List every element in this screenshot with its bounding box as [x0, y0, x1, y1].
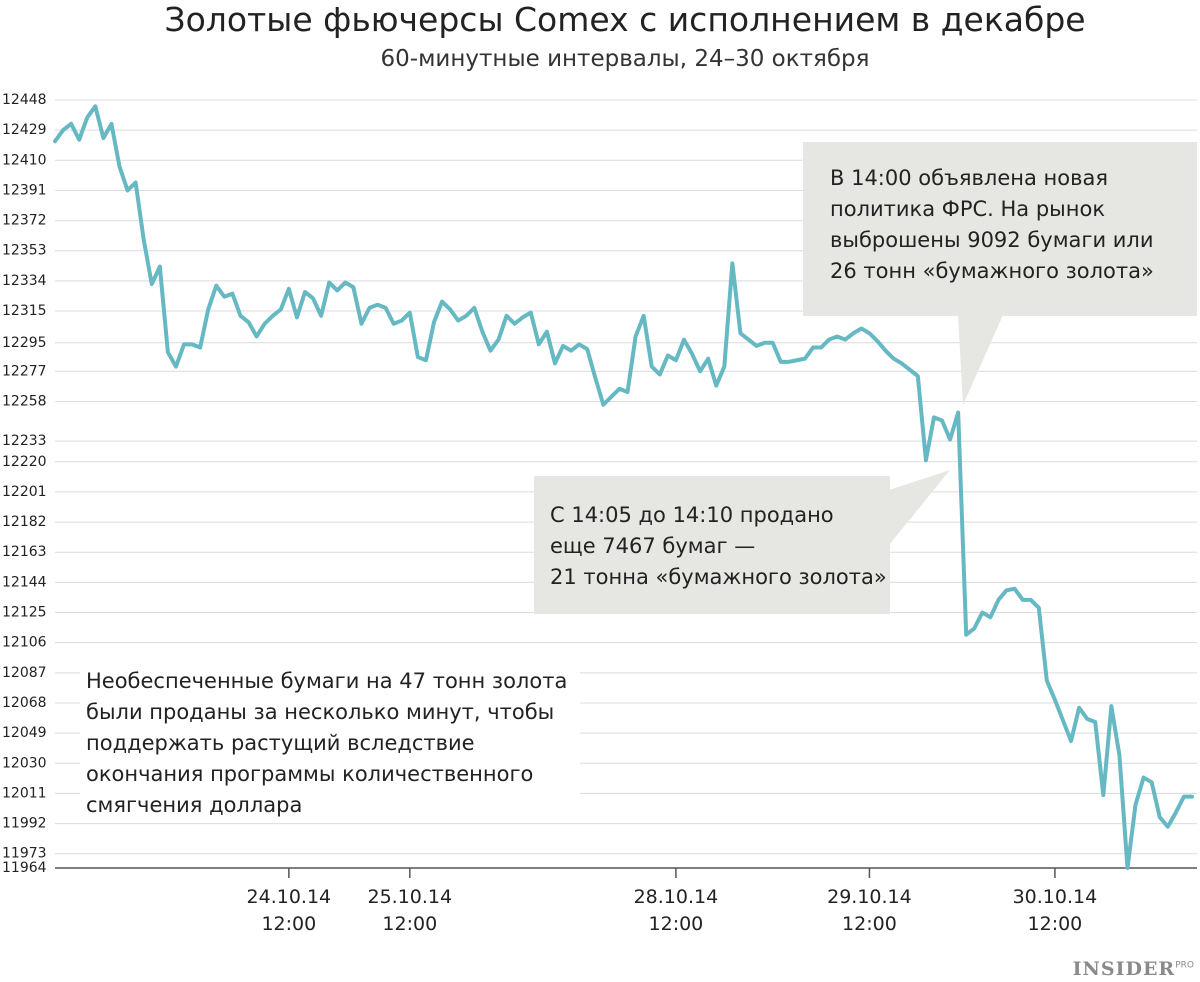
x-tick-label: 28.10.14 12:00 — [633, 886, 719, 935]
y-tick-label: 12448 — [2, 92, 47, 108]
y-tick-label: 11964 — [2, 860, 47, 876]
y-tick-label: 12315 — [2, 303, 47, 319]
x-tick-label: 24.10.14 12:00 — [246, 886, 332, 935]
annotation: С 14:05 до 14:10 продано еще 7467 бумаг … — [550, 503, 887, 589]
callout-pointer — [889, 470, 950, 545]
callout-pointer — [958, 315, 1003, 405]
y-tick-label: 12182 — [2, 514, 47, 530]
y-tick-label: 12233 — [2, 433, 47, 449]
y-tick-label: 12391 — [2, 182, 47, 198]
logo-text: INSIDER — [1072, 958, 1176, 980]
callout-box — [534, 476, 890, 614]
y-tick-label: 12087 — [2, 665, 47, 681]
annotation: В 14:00 объявлена новая политика ФРС. На… — [830, 166, 1154, 283]
price-line — [53, 104, 1194, 870]
logo: INSIDERPRO — [1073, 958, 1194, 980]
chart-subtitle: 60-минутные интервалы, 24–30 октября — [380, 46, 870, 72]
callout-box — [803, 142, 1197, 316]
y-tick-label: 12429 — [2, 122, 47, 138]
y-tick-label: 12372 — [2, 213, 47, 229]
annotation: Необеспеченные бумаги на 47 тонн золота … — [86, 669, 568, 817]
y-tick-label: 12258 — [2, 393, 47, 409]
y-tick-label: 12353 — [2, 243, 47, 259]
y-tick-label: 12030 — [2, 755, 47, 771]
chart-title: Золотые фьючерсы Comex с исполнением в д… — [164, 0, 1086, 39]
y-tick-label: 12106 — [2, 635, 47, 651]
y-tick-label: 12410 — [2, 152, 47, 168]
plot — [53, 104, 1194, 870]
y-tick-label: 12201 — [2, 484, 47, 500]
x-tick-label: 25.10.14 12:00 — [367, 886, 453, 935]
y-tick-label: 12163 — [2, 544, 47, 560]
logo-sup: PRO — [1175, 960, 1194, 971]
y-tick-label: 12277 — [2, 363, 47, 379]
y-tick-label: 12220 — [2, 454, 47, 470]
y-tick-label: 12125 — [2, 605, 47, 621]
y-tick-label: 12068 — [2, 695, 47, 711]
y-tick-label: 12049 — [2, 725, 47, 741]
x-tick-label: 30.10.14 12:00 — [1012, 886, 1098, 935]
y-tick-label: 12011 — [2, 785, 47, 801]
y-tick-label: 12334 — [2, 273, 47, 289]
y-tick-label: 11992 — [2, 816, 47, 832]
y-tick-label: 12295 — [2, 335, 47, 351]
y-tick-label: 11973 — [2, 846, 47, 862]
x-tick-label: 29.10.14 12:00 — [827, 886, 912, 935]
note-background — [80, 662, 580, 822]
y-tick-label: 12144 — [2, 574, 47, 590]
